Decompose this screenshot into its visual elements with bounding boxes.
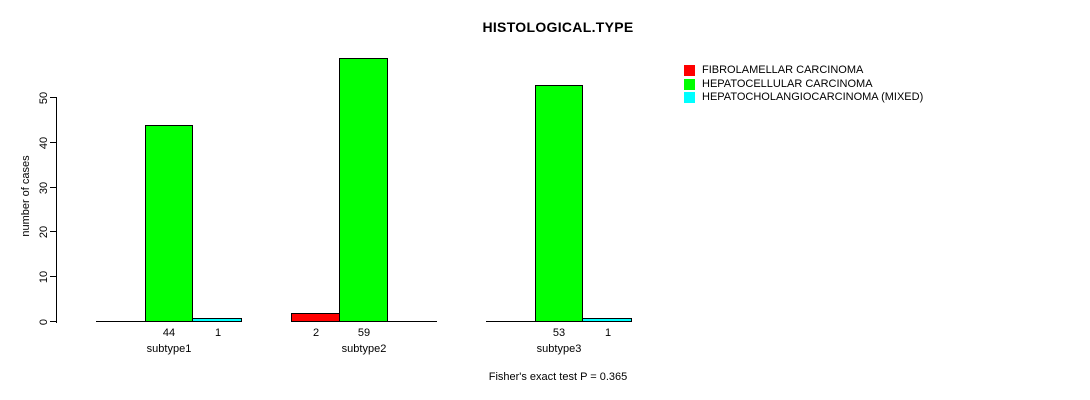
bar-value-label: 1 bbox=[604, 327, 612, 339]
y-axis-tick bbox=[50, 231, 57, 232]
chart-title: HISTOLOGICAL.TYPE bbox=[482, 19, 634, 35]
category-label-subtype2: subtype2 bbox=[341, 343, 387, 355]
bar-subtype3-series1 bbox=[535, 85, 583, 322]
y-tick-label: 10 bbox=[38, 270, 50, 284]
legend-label: FIBROLAMELLAR CARCINOMA bbox=[702, 64, 864, 76]
bar-value-label: 2 bbox=[312, 327, 320, 339]
footnote-text: Fisher's exact test P = 0.365 bbox=[488, 371, 628, 383]
y-axis-tick bbox=[50, 321, 57, 322]
y-tick-label: 50 bbox=[38, 91, 50, 105]
y-axis-tick bbox=[50, 97, 57, 98]
legend-label: HEPATOCHOLANGIOCARCINOMA (MIXED) bbox=[702, 91, 924, 103]
bar-value-label: 59 bbox=[357, 327, 371, 339]
y-tick-label: 20 bbox=[38, 225, 50, 239]
bar-value-label: 44 bbox=[162, 327, 176, 339]
y-tick-label: 30 bbox=[38, 181, 50, 195]
y-axis-tick bbox=[50, 276, 57, 277]
legend-swatch bbox=[684, 79, 695, 90]
bar-subtype3-series2 bbox=[582, 318, 632, 322]
bar-subtype2-series0 bbox=[291, 313, 340, 322]
y-tick-label: 40 bbox=[38, 136, 50, 150]
legend-label: HEPATOCELLULAR CARCINOMA bbox=[702, 78, 873, 90]
bar-subtype1-series1 bbox=[145, 125, 193, 322]
y-axis-line bbox=[56, 97, 57, 323]
y-tick-label: 0 bbox=[38, 318, 50, 326]
category-label-subtype1: subtype1 bbox=[146, 343, 192, 355]
category-label-subtype3: subtype3 bbox=[536, 343, 582, 355]
bar-value-label: 1 bbox=[214, 327, 222, 339]
bar-subtype2-series1 bbox=[339, 58, 388, 322]
y-axis-tick bbox=[50, 187, 57, 188]
legend-swatch bbox=[684, 65, 695, 76]
bar-value-label: 53 bbox=[552, 327, 566, 339]
bar-subtype1-series2 bbox=[192, 318, 242, 322]
legend-swatch bbox=[684, 92, 695, 103]
y-axis-tick bbox=[50, 142, 57, 143]
